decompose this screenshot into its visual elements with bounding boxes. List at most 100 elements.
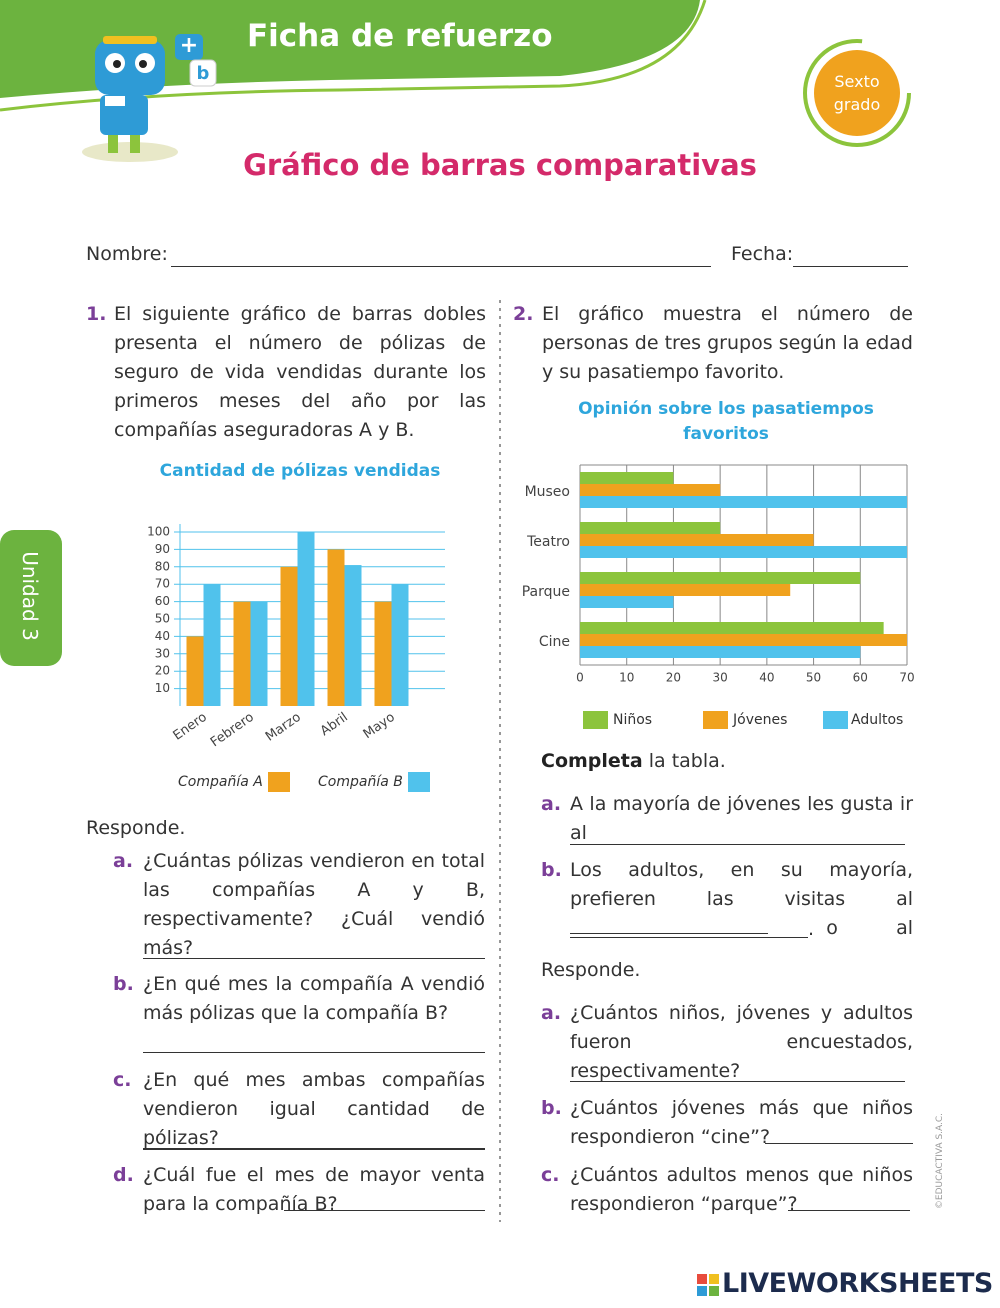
bar [580, 634, 907, 646]
legend-label: Jóvenes [732, 712, 787, 728]
bar [580, 472, 674, 484]
heading-rest: la tabla. [648, 750, 726, 772]
answer-line [788, 1210, 910, 1211]
legend-swatch [703, 711, 728, 729]
y-tick-label: Cine [539, 634, 570, 650]
bar [580, 546, 907, 558]
logo-square [709, 1286, 719, 1296]
legend-swatch [823, 711, 848, 729]
item-text: ¿Cuál fue el mes de mayor venta para la … [143, 1164, 485, 1215]
bar [580, 522, 721, 534]
answer-line [171, 266, 711, 267]
item-text: ¿Cuántos adultos menos que niños respond… [570, 1164, 913, 1215]
bar [203, 584, 221, 706]
unit-label: Unidad 3 [18, 551, 42, 641]
header-band [0, 0, 700, 98]
bar [250, 601, 268, 706]
answer-line [143, 1148, 485, 1150]
bar [580, 584, 791, 596]
bar [580, 496, 907, 508]
header-line [0, 0, 707, 112]
y-tick-label: 20 [155, 664, 170, 678]
bar [280, 566, 298, 706]
legend-swatch [583, 711, 608, 729]
question-text: El gráfico muestra el número de personas… [542, 303, 913, 383]
charts: Cantidad de pólizas vendidas 10 20 30 40 50 60… [147, 399, 915, 792]
item-text: ¿En qué mes ambas compañías vendieron ig… [143, 1069, 485, 1149]
legend-label: Adultos [851, 712, 903, 728]
item-text: A la mayoría de jóvenes les gusta ir al [570, 793, 913, 844]
answer-line [570, 844, 905, 845]
bar [580, 484, 721, 496]
bar [580, 534, 814, 546]
answer-blank [570, 915, 768, 934]
robot: + b [82, 33, 217, 162]
legend-label: Niños [613, 712, 652, 728]
item-label: a. [541, 793, 562, 815]
item-label: c. [113, 1069, 132, 1091]
bar [580, 622, 884, 634]
y-tick-label: 40 [155, 629, 170, 643]
svg-text:+: + [180, 33, 198, 58]
legend-swatch [408, 772, 430, 792]
y-tick-label: Museo [525, 484, 570, 500]
x-tick-label: Febrero [208, 710, 257, 750]
y-tick-label: 100 [147, 525, 170, 539]
question-number: 2. [513, 303, 534, 325]
x-tick-label: Abril [318, 710, 351, 739]
bar [580, 596, 674, 608]
svg-text:b: b [197, 63, 210, 84]
bar [327, 549, 345, 706]
bar [580, 572, 861, 584]
bar [186, 636, 204, 706]
logo-square [697, 1274, 707, 1284]
x-tick-label: 50 [806, 671, 821, 685]
x-tick-label: 30 [713, 671, 728, 685]
name-label: Nombre: [86, 243, 168, 265]
answer-line [570, 1081, 905, 1082]
date-label: Fecha: [731, 243, 794, 265]
y-tick-label: 70 [155, 577, 170, 591]
item-label: b. [541, 1097, 562, 1119]
item-label: b. [541, 859, 562, 881]
x-tick-label: 20 [666, 671, 681, 685]
item-label: d. [113, 1164, 134, 1186]
legend-label: Compañía B [318, 774, 403, 790]
answer-line [765, 1143, 913, 1144]
bar [580, 646, 861, 658]
badge [814, 50, 900, 136]
y-tick-label: Teatro [526, 534, 570, 550]
grade-badge: Sexto grado [814, 70, 900, 116]
section-heading: Responde. [86, 817, 186, 839]
brand: LIVEWORKSHEETS [722, 1268, 993, 1299]
header-title: Ficha de refuerzo [247, 18, 553, 54]
y-tick-label: 30 [155, 646, 170, 660]
item-label: a. [541, 1002, 562, 1024]
subtitle: Gráfico de barras comparativas [243, 148, 757, 182]
item-text: ¿Cuántos niños, jóvenes y adultos fueron… [570, 1002, 913, 1082]
question-number: 1. [86, 303, 107, 325]
y-tick-label: 50 [155, 612, 170, 626]
item-text: ¿En qué mes la compañía A vendió más pól… [143, 973, 485, 1024]
question-text: El siguiente gráfico de barras dobles pr… [114, 303, 486, 441]
answer-line [284, 1210, 485, 1211]
bar [391, 584, 409, 706]
chart-title: Cantidad de pólizas vendidas [160, 461, 441, 481]
badge-ring [803, 39, 911, 147]
x-tick-label: 60 [853, 671, 868, 685]
section-heading: Responde. [541, 959, 641, 981]
bar [297, 532, 315, 706]
grade-line: Sexto [834, 72, 880, 91]
x-tick-label: Mayo [361, 710, 398, 742]
bar [233, 601, 251, 706]
x-tick-label: Enero [171, 710, 210, 744]
legend-label: Compañía A [178, 774, 263, 790]
item-text-part: Los adultos, en su mayoría, prefieren la… [570, 859, 913, 910]
logo-square [709, 1274, 719, 1284]
logo-square [697, 1286, 707, 1296]
grade-line: grado [833, 95, 881, 114]
x-tick-label: 0 [576, 671, 584, 685]
answer-line [143, 958, 485, 959]
